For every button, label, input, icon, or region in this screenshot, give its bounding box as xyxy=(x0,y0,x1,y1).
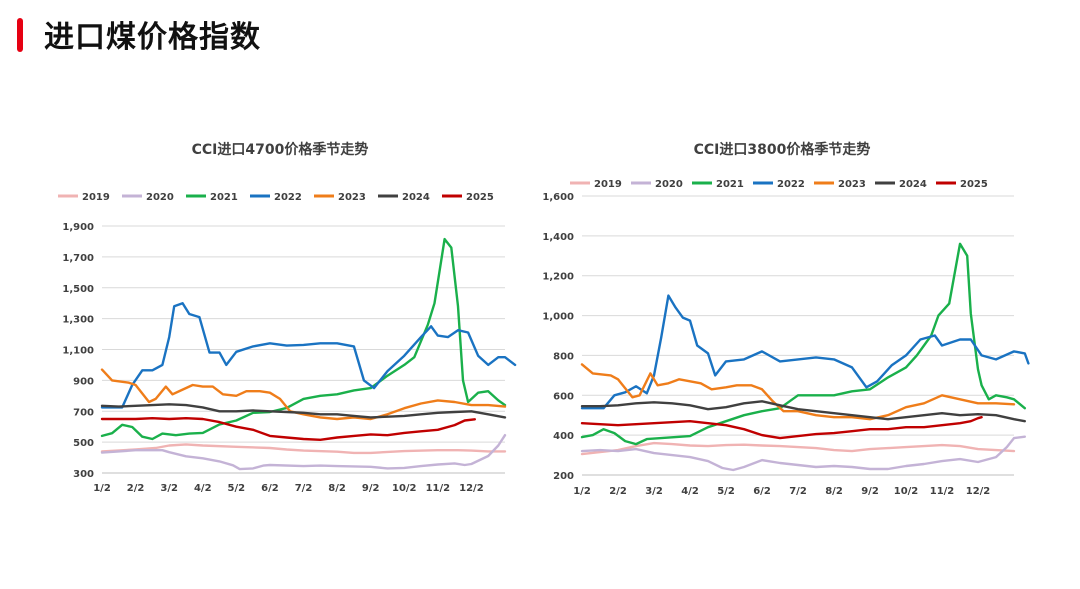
chart2-ytick-label-1: 400 xyxy=(553,431,574,442)
chart2-legend-label-2024: 2024 xyxy=(899,179,927,190)
chart2-ytick-label-4: 1,000 xyxy=(542,312,574,323)
chart1-ytick-label-5: 1,300 xyxy=(62,315,94,326)
chart2-xtick-label-2: 3/2 xyxy=(645,486,663,497)
chart2-xtick-label-9: 10/2 xyxy=(894,486,919,497)
chart2-series-line-2021 xyxy=(580,242,1026,446)
chart1-series-line-2025 xyxy=(100,417,476,441)
chart2-ytick-label-3: 800 xyxy=(553,351,574,362)
chart1-legend-label-2021: 2021 xyxy=(210,192,238,203)
chart2-ytick-label-2: 600 xyxy=(553,391,574,402)
chart1-ytick-label-3: 900 xyxy=(73,376,94,387)
chart-cci-3800: CCI进口3800价格季节走势 2019 2020 2021 2022 2023 2024 2… xyxy=(532,134,1032,514)
chart2-series-line-2024 xyxy=(580,400,1026,423)
chart1-ytick-label-2: 700 xyxy=(73,407,94,418)
chart2-legend-label-2025: 2025 xyxy=(960,179,988,190)
chart1-legend-label-2022: 2022 xyxy=(274,192,302,203)
chart1-legend-label-2023: 2023 xyxy=(338,192,366,203)
chart2-xtick-label-6: 7/2 xyxy=(789,486,807,497)
chart1-xtick-label-8: 9/2 xyxy=(362,483,380,494)
chart2-xtick-label-1: 2/2 xyxy=(609,486,627,497)
chart1-series-line-2024 xyxy=(100,403,507,419)
title-accent-bar xyxy=(17,18,23,52)
chart1-xtick-label-10: 11/2 xyxy=(426,483,451,494)
chart1-series-line-2020 xyxy=(100,434,507,471)
chart1-xtick-label-2: 3/2 xyxy=(160,483,178,494)
chart2-ytick-label-0: 200 xyxy=(553,471,574,482)
chart2-xtick-label-11: 12/2 xyxy=(966,486,991,497)
chart1-series-line-2021 xyxy=(100,237,507,441)
chart1-legend-label-2024: 2024 xyxy=(402,192,430,203)
chart1-series-line-2023 xyxy=(100,368,507,421)
chart2-xtick-label-8: 9/2 xyxy=(861,486,879,497)
chart1-legend-label-2020: 2020 xyxy=(146,192,174,203)
page-title: 进口煤价格指数 xyxy=(44,20,261,55)
chart2-legend-label-2021: 2021 xyxy=(716,179,744,190)
chart2-ytick-label-6: 1,400 xyxy=(542,232,574,243)
chart1-legend-label-2019: 2019 xyxy=(82,192,110,203)
chart1-series-line-2019 xyxy=(100,443,507,455)
chart-cci-4700-svg: CCI进口4700价格季节走势 2019 2020 2021 2022 2023 2024 2… xyxy=(58,141,517,494)
chart2-series-line-2023 xyxy=(580,363,1016,421)
chart1-xtick-label-0: 1/2 xyxy=(93,483,111,494)
chart1-xtick-label-7: 8/2 xyxy=(328,483,346,494)
chart1-title: CCI进口4700价格季节走势 xyxy=(192,141,369,158)
chart2-xtick-label-5: 6/2 xyxy=(753,486,771,497)
chart1-xtick-label-9: 10/2 xyxy=(392,483,417,494)
chart2-legend-label-2023: 2023 xyxy=(838,179,866,190)
chart1-legend-label-2025: 2025 xyxy=(466,192,494,203)
chart2-series-line-2019 xyxy=(580,441,1016,456)
chart1-series-line-2022 xyxy=(100,302,517,409)
chart2-ytick-label-7: 1,600 xyxy=(542,192,574,203)
chart1-xtick-label-6: 7/2 xyxy=(295,483,313,494)
chart1-ytick-label-6: 1,500 xyxy=(62,284,94,295)
chart2-series-line-2022 xyxy=(580,294,1030,410)
chart1-xtick-label-4: 5/2 xyxy=(228,483,246,494)
chart1-ytick-label-4: 1,100 xyxy=(62,346,94,357)
chart2-xtick-label-4: 5/2 xyxy=(717,486,735,497)
chart1-ytick-label-8: 1,900 xyxy=(62,222,94,233)
chart1-xtick-label-1: 2/2 xyxy=(127,483,145,494)
chart2-series-line-2025 xyxy=(580,416,983,440)
chart1-ytick-label-1: 500 xyxy=(73,438,94,449)
chart1-xtick-label-11: 12/2 xyxy=(459,483,484,494)
chart2-ytick-label-5: 1,200 xyxy=(542,272,574,283)
chart2-title: CCI进口3800价格季节走势 xyxy=(694,141,871,158)
chart-cci-3800-svg: CCI进口3800价格季节走势 2019 2020 2021 2022 2023 2024 2… xyxy=(542,141,1030,497)
chart2-xtick-label-10: 11/2 xyxy=(930,486,955,497)
chart2-series-line-2020 xyxy=(580,435,1026,472)
chart1-xtick-label-3: 4/2 xyxy=(194,483,212,494)
chart2-legend-label-2019: 2019 xyxy=(594,179,622,190)
chart2-xtick-label-3: 4/2 xyxy=(681,486,699,497)
chart1-ytick-label-0: 300 xyxy=(73,469,94,480)
chart2-xtick-label-0: 1/2 xyxy=(573,486,591,497)
chart1-xtick-label-5: 6/2 xyxy=(261,483,279,494)
chart2-legend-label-2022: 2022 xyxy=(777,179,805,190)
chart-cci-4700: CCI进口4700价格季节走势 2019 2020 2021 2022 2023 2024 2… xyxy=(40,134,520,506)
chart2-legend-label-2020: 2020 xyxy=(655,179,683,190)
chart1-ytick-label-7: 1,700 xyxy=(62,253,94,264)
chart2-xtick-label-7: 8/2 xyxy=(825,486,843,497)
